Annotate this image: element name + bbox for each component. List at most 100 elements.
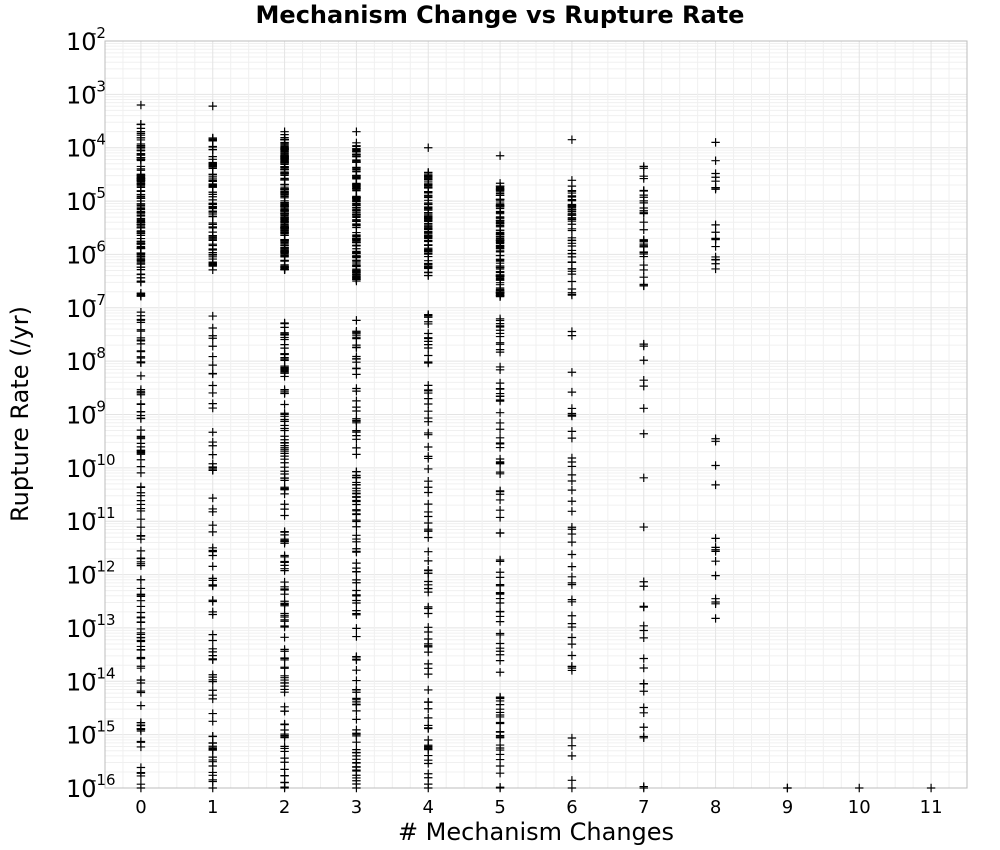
data-point — [280, 747, 289, 756]
y-tick-exponent: -11 — [91, 504, 116, 522]
data-point — [424, 205, 433, 214]
data-point — [639, 679, 648, 689]
data-point — [567, 507, 577, 516]
data-point — [136, 483, 146, 492]
data-point — [136, 592, 146, 601]
y-tick-exponent: -6 — [91, 237, 106, 255]
data-point — [352, 316, 361, 325]
data-point — [352, 334, 361, 343]
data-point — [495, 783, 505, 793]
data-point — [136, 119, 146, 129]
data-point — [280, 400, 289, 409]
data-point — [424, 721, 433, 730]
x-tick-label: 10 — [848, 797, 871, 818]
data-point — [136, 270, 146, 279]
data-point — [208, 783, 217, 793]
data-point — [639, 473, 648, 482]
data-point — [567, 411, 577, 421]
data-point — [208, 207, 217, 217]
data-point — [567, 741, 577, 750]
x-tick-label: 0 — [135, 797, 146, 818]
data-point — [639, 225, 648, 234]
data-point — [639, 429, 648, 438]
y-tick-label: 10-6 — [66, 237, 106, 269]
data-point — [352, 578, 361, 587]
data-point — [136, 584, 146, 593]
data-point — [424, 744, 433, 753]
data-point — [136, 771, 146, 781]
data-point — [208, 752, 217, 762]
data-point — [495, 731, 505, 740]
data-point — [280, 169, 289, 178]
data-point — [495, 213, 505, 222]
data-point — [136, 208, 146, 217]
data-point — [567, 476, 577, 486]
y-tick-base: 10 — [66, 668, 97, 696]
data-point — [567, 662, 577, 671]
data-point — [208, 101, 217, 111]
data-point — [711, 138, 720, 147]
data-point — [136, 446, 146, 455]
data-point — [208, 543, 217, 553]
data-point — [352, 354, 361, 364]
data-point — [567, 497, 577, 506]
y-tick-exponent: -4 — [91, 131, 106, 149]
y-tick-label: 10-9 — [66, 398, 106, 430]
data-point — [352, 610, 361, 619]
data-point — [280, 611, 289, 620]
data-point — [424, 442, 433, 452]
data-point — [136, 291, 146, 301]
data-point — [208, 162, 217, 172]
data-point — [136, 515, 146, 524]
data-point — [567, 181, 577, 191]
data-point — [136, 227, 146, 237]
data-point — [711, 183, 720, 192]
data-point — [208, 360, 217, 370]
y-tick-exponent: -8 — [91, 344, 106, 362]
data-point — [567, 191, 577, 201]
data-point — [352, 688, 361, 697]
x-axis-label: # Mechanism Changes — [398, 818, 674, 846]
x-tick-label: 3 — [351, 797, 362, 818]
data-point — [567, 485, 577, 495]
data-point — [639, 733, 648, 742]
data-point — [567, 249, 577, 258]
data-point — [495, 439, 505, 449]
data-point — [280, 264, 289, 274]
data-point — [280, 127, 289, 136]
y-tick-base: 10 — [66, 241, 97, 269]
data-point — [495, 704, 505, 714]
data-point — [495, 598, 505, 608]
data-point — [639, 341, 648, 351]
data-point — [495, 513, 505, 522]
data-point — [567, 611, 577, 620]
data-point — [136, 522, 146, 532]
data-point — [208, 381, 217, 390]
data-point — [639, 376, 648, 385]
data-point — [711, 599, 720, 609]
data-point — [495, 505, 505, 515]
data-point — [208, 182, 217, 191]
data-point — [639, 249, 648, 259]
data-point — [711, 255, 720, 264]
data-point — [567, 404, 577, 413]
data-point — [424, 214, 433, 223]
data-point — [352, 783, 361, 793]
data-point — [136, 531, 146, 540]
data-point — [855, 783, 864, 793]
data-point — [208, 428, 217, 437]
data-point — [280, 224, 289, 233]
data-point — [639, 281, 648, 290]
data-point — [136, 327, 146, 336]
data-point — [352, 195, 361, 204]
data-point — [424, 641, 433, 650]
data-point — [424, 428, 433, 438]
data-point — [424, 192, 433, 201]
data-point — [639, 723, 648, 732]
data-point — [711, 614, 720, 623]
data-point — [136, 347, 146, 356]
data-point — [352, 426, 361, 435]
data-point — [424, 240, 433, 250]
data-point — [567, 776, 577, 785]
y-tick-base: 10 — [66, 348, 97, 376]
